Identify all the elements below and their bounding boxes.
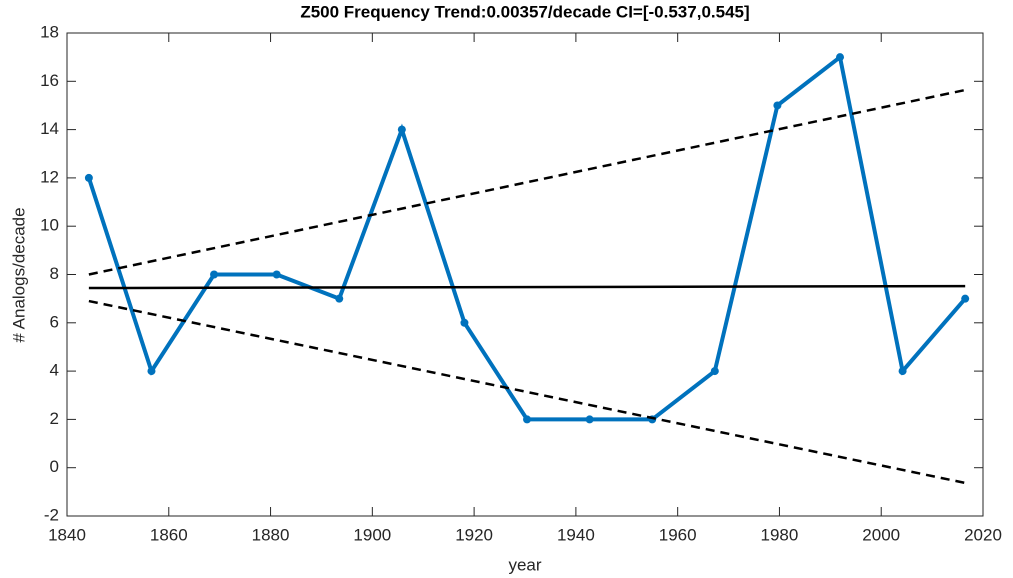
chart-title: Z500 Frequency Trend:0.00357/decade CI=[… xyxy=(300,2,749,21)
y-tick-label: 10 xyxy=(40,216,59,235)
y-tick-label: 16 xyxy=(40,71,59,90)
point-marker xyxy=(898,367,907,376)
x-tick-label: 1940 xyxy=(557,525,595,544)
x-tick-label: 1960 xyxy=(659,525,697,544)
series-line xyxy=(88,284,966,290)
point-marker xyxy=(836,53,845,62)
point-marker xyxy=(460,318,469,327)
x-tick-label: 1900 xyxy=(353,525,391,544)
point-marker xyxy=(773,101,782,110)
x-tick-label: 2020 xyxy=(964,525,1002,544)
point-marker xyxy=(335,294,344,303)
point-marker xyxy=(147,367,156,376)
y-tick-label: 0 xyxy=(50,457,59,476)
point-marker xyxy=(210,270,219,279)
point-marker xyxy=(710,367,719,376)
x-tick-label: 1860 xyxy=(150,525,188,544)
y-tick-label: 2 xyxy=(50,409,59,428)
y-axis-label: # Analogs/decade xyxy=(9,207,28,342)
point-marker xyxy=(84,173,93,182)
y-tick-label: 8 xyxy=(50,264,59,283)
y-tick-label: -2 xyxy=(44,505,59,524)
x-tick-label: 1880 xyxy=(252,525,290,544)
x-tick-label: 2000 xyxy=(862,525,900,544)
x-tick-label: 1920 xyxy=(455,525,493,544)
x-tick-label: 1840 xyxy=(48,525,86,544)
x-tick-label: 1980 xyxy=(761,525,799,544)
point-marker xyxy=(272,270,281,279)
x-axis-label: year xyxy=(508,555,541,574)
y-tick-label: 6 xyxy=(50,312,59,331)
plot-area xyxy=(66,32,984,517)
y-tick-label: 18 xyxy=(40,22,59,41)
point-marker xyxy=(397,125,406,134)
point-marker xyxy=(585,415,594,424)
y-tick-label: 12 xyxy=(40,167,59,186)
point-marker xyxy=(523,415,532,424)
point-marker xyxy=(961,294,970,303)
y-tick-label: 4 xyxy=(50,361,59,380)
y-tick-label: 14 xyxy=(40,119,59,138)
